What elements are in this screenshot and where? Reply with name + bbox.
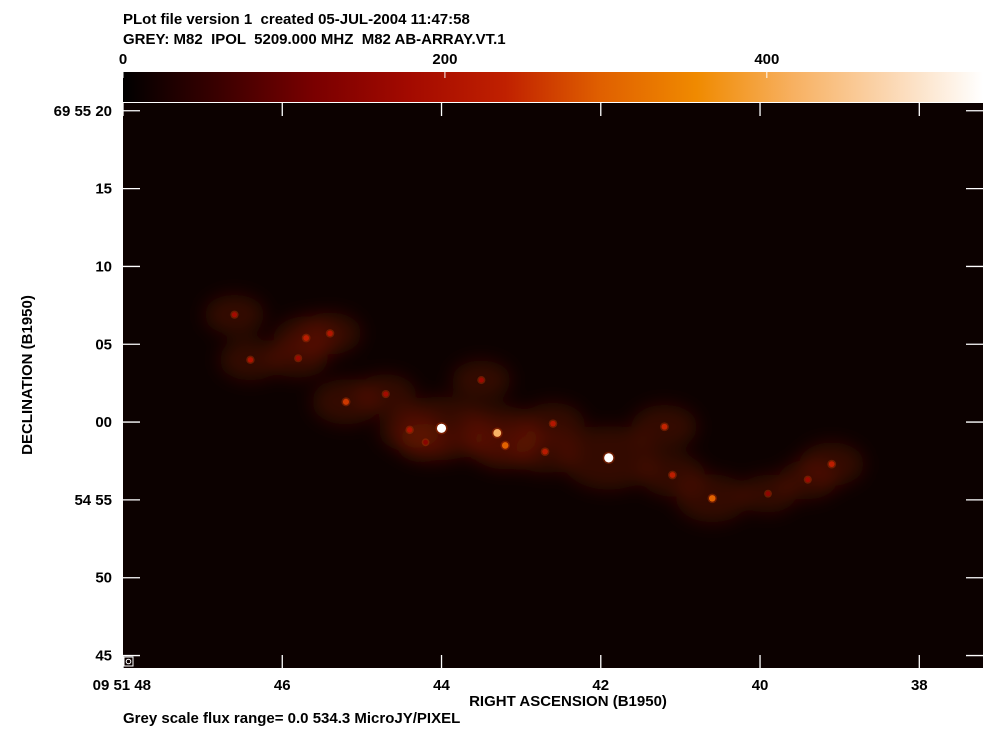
compact-source <box>383 391 389 397</box>
compact-source <box>542 448 548 455</box>
compact-source <box>805 477 811 483</box>
compact-source <box>247 357 254 363</box>
image-background <box>123 103 983 668</box>
colorbar-tick-label: 400 <box>754 51 779 68</box>
compact-source <box>436 423 447 433</box>
compact-source <box>303 335 310 341</box>
compact-source <box>342 398 350 405</box>
compact-source <box>478 377 484 383</box>
beam-box <box>123 656 134 667</box>
y-axis-title: DECLINATION (B1950) <box>19 295 36 455</box>
beam-marker <box>123 656 134 667</box>
y-tick-label: 10 <box>95 258 112 275</box>
compact-source <box>708 495 716 502</box>
y-tick-label: 50 <box>95 570 112 587</box>
colorbar-tick-label: 200 <box>432 51 457 68</box>
beam-ellipse <box>125 658 132 665</box>
compact-source <box>669 472 676 478</box>
flux-range-caption: Grey scale flux range= 0.0 534.3 MicroJY… <box>123 710 461 727</box>
x-tick-label: 09 51 48 <box>93 677 151 694</box>
x-tick-label: 40 <box>752 677 769 694</box>
compact-source <box>604 453 614 463</box>
compact-source <box>765 491 771 497</box>
x-tick-label: 44 <box>433 677 450 694</box>
compact-source <box>661 423 668 430</box>
compact-source <box>493 429 502 437</box>
compact-source <box>406 427 413 433</box>
compact-source <box>423 439 428 445</box>
compact-source <box>550 420 556 427</box>
y-tick-label: 69 55 20 <box>54 103 112 120</box>
compact-source <box>327 330 333 337</box>
colorbar-tick-label: 0 <box>119 51 127 68</box>
x-tick-label: 42 <box>592 677 609 694</box>
plot-header-line2: GREY: M82 IPOL 5209.000 MHZ M82 AB-ARRAY… <box>123 31 506 48</box>
plot-header-line1: PLot file version 1 created 05-JUL-2004 … <box>123 11 470 28</box>
compact-source <box>501 442 509 449</box>
compact-source <box>828 461 835 467</box>
y-tick-label: 15 <box>95 181 112 198</box>
y-tick-label: 00 <box>95 414 112 431</box>
x-tick-label: 38 <box>911 677 928 694</box>
colorbar-gradient <box>123 72 983 102</box>
y-tick-label: 45 <box>95 648 112 665</box>
x-tick-label: 46 <box>274 677 291 694</box>
x-axis-title: RIGHT ASCENSION (B1950) <box>469 693 667 710</box>
colorbar: 0 200 400 <box>119 51 983 102</box>
compact-source <box>231 312 238 318</box>
image-panel <box>122 103 983 668</box>
y-tick-label: 05 <box>95 336 112 353</box>
compact-source <box>295 355 301 361</box>
y-tick-label: 54 55 <box>74 492 112 509</box>
